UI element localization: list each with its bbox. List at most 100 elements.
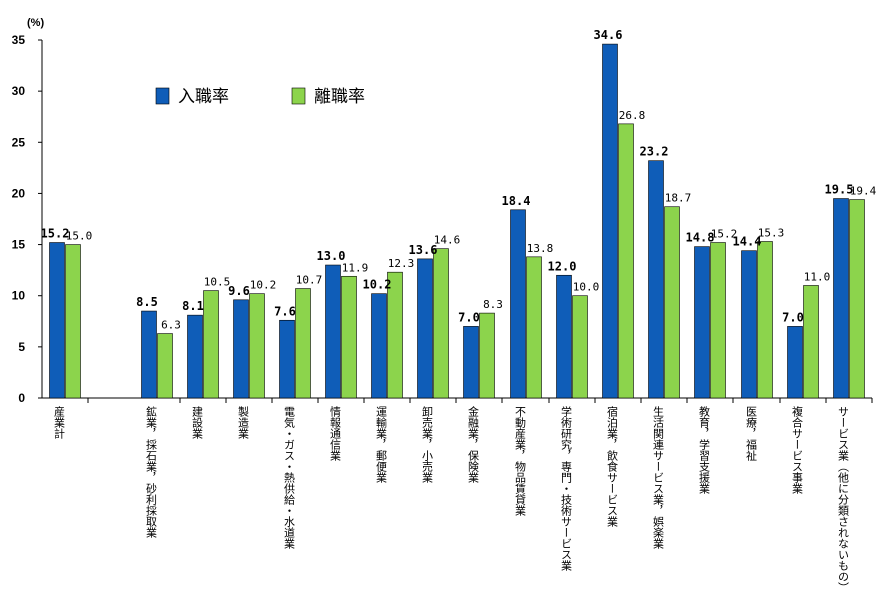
y-tick-label: 25 [12,135,26,149]
category-label: 不動産業，物品賃貸業 [514,406,527,516]
value-label-separation: 10.2 [250,279,277,292]
value-label-separation: 18.7 [665,192,692,205]
y-tick-label: 30 [12,84,26,98]
bar-separation [572,295,588,399]
y-tick-label: 10 [12,289,26,303]
bar-separation [710,242,726,399]
value-label-separation: 12.3 [388,257,415,270]
bar-separation [295,288,311,399]
value-label-hiring: 7.0 [458,310,480,324]
category-label: 卸売業，小売業 [421,405,434,483]
category-label: 運輸業，郵便業 [375,406,388,483]
bar-hiring [187,314,203,399]
bar-hiring [741,250,757,399]
value-label-hiring: 8.1 [182,299,204,313]
value-label-separation: 10.5 [204,276,231,289]
category-label: 産業計 [53,406,66,440]
category-label: サービス業（他に分類されないもの） [837,406,850,593]
value-label-separation: 6.3 [161,319,181,332]
bar-plot-area [49,43,865,399]
bar-separation [157,333,173,399]
bar-hiring [417,258,433,399]
value-label-hiring: 9.6 [228,284,250,298]
value-label-hiring: 14.8 [686,231,715,245]
category-label: 生活関連サービス業，娯楽業 [652,405,665,549]
value-label-hiring: 10.2 [363,278,392,292]
value-label-separation: 10.0 [573,281,600,294]
category-label: 鉱業，採石業，砂利採取業 [145,405,158,538]
y-axis: 0 5 10 15 20 25 30 35 [12,33,873,405]
legend-swatch-hiring [155,87,170,105]
bar-hiring [325,264,341,399]
legend-label-hiring: 入職率 [178,87,229,107]
value-label-separation: 15.2 [711,228,738,241]
bar-separation [849,199,865,399]
y-axis-unit-label: (%) [27,17,44,29]
value-label-hiring: 13.0 [317,249,346,263]
bar-hiring [233,299,249,399]
bar-hiring [510,209,526,399]
value-label-separation: 11.0 [804,270,831,283]
value-label-hiring: 13.6 [409,243,438,257]
category-label: 学術研究，専門・技術サービス業 [560,405,573,571]
y-tick-label: 35 [12,33,26,47]
value-label-separation: 13.8 [527,242,554,255]
bar-hiring [279,319,295,399]
category-label: 宿泊業，飲食サービス業 [606,405,619,527]
value-label-hiring: 19.5 [825,183,854,197]
bar-hiring [49,242,65,399]
bar-separation [664,206,680,399]
value-label-separation: 19.4 [850,185,877,198]
legend: 入職率 離職率 [155,87,365,107]
value-label-separation: 8.3 [483,298,503,311]
bar-separation [479,312,495,399]
bar-hiring [648,160,664,399]
bar-separation [387,271,403,399]
category-label: 複合サービス事業 [791,405,804,494]
bar-separation [65,244,81,399]
category-labels: 産業計 鉱業，採石業，砂利採取業 建設業 製造業 電気・ガス・熱供給・水道業 情報通信業 運… [53,405,850,593]
category-label: 医療，福祉 [745,406,758,462]
category-label: 情報通信業 [329,406,342,461]
value-label-hiring: 15.2 [41,227,70,241]
category-label: 金融業，保険業 [467,405,480,483]
bar-separation [433,248,449,399]
value-label-separation: 15.3 [758,227,785,240]
category-label: 教育，学習支援業 [698,406,711,494]
category-label: 製造業 [237,405,250,439]
category-label: 建設業 [191,405,204,439]
value-label-hiring: 34.6 [594,28,623,42]
bar-hiring [463,326,479,399]
value-label-hiring: 7.6 [274,304,296,318]
value-label-hiring: 23.2 [640,145,669,159]
y-tick-label: 20 [12,186,26,200]
value-label-separation: 15.0 [66,230,93,243]
value-label-hiring: 14.4 [733,235,762,249]
value-labels: 15.215.08.56.38.110.59.6 10.27.610.713.01… [41,28,877,331]
bar-separation [203,290,219,399]
value-label-separation: 11.9 [342,261,369,274]
bar-separation [757,241,773,399]
legend-label-separation: 離職率 [314,87,365,107]
bar-separation [803,285,819,399]
category-label: 電気・ガス・熱供給・水道業 [283,406,296,549]
value-label-hiring: 7.0 [782,310,804,324]
bar-hiring [694,246,710,399]
bar-separation [341,275,357,399]
bar-separation [618,123,634,399]
bar-separation [526,256,542,399]
bar-hiring [602,43,618,399]
value-label-hiring: 18.4 [502,194,531,208]
value-label-hiring: 8.5 [136,295,158,309]
bar-hiring [371,293,387,399]
bar-separation [249,293,265,399]
bar-hiring [833,198,849,399]
bar-hiring [141,310,157,399]
bar-hiring [787,326,803,399]
value-label-separation: 10.7 [296,274,323,287]
value-label-separation: 14.6 [434,234,461,247]
bar-hiring [556,274,572,399]
value-label-hiring: 12.0 [548,259,577,273]
y-tick-label: 15 [12,238,26,252]
